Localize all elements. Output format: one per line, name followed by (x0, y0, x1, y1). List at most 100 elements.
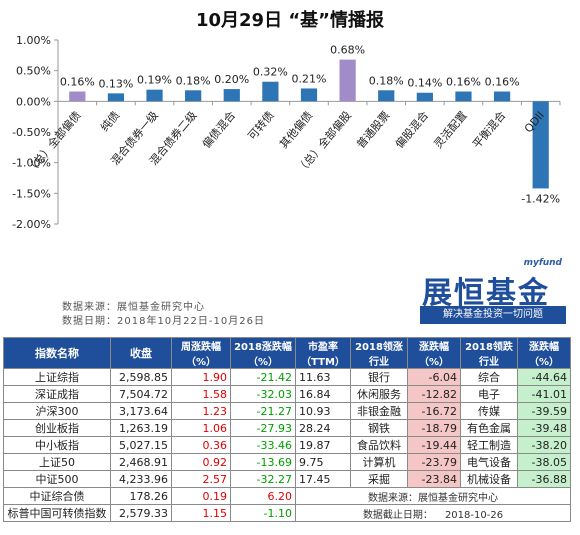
cell-week: 0.36 (171, 436, 231, 454)
cell-ind2: 有色金属 (460, 419, 518, 437)
cell-pe: 11.63 (295, 368, 351, 386)
bar (146, 89, 163, 102)
cell-chg2: -44.64 (517, 368, 571, 386)
data-label: 0.16% (60, 76, 95, 89)
brand-logo: myfund 展恒基金 解决基金投资一切问题 (418, 258, 568, 328)
category-label: 普通股票 (354, 108, 393, 151)
cell-ytd: -32.03 (230, 385, 296, 403)
cell-chg2: -39.59 (517, 402, 571, 420)
header-chg2: 涨跌幅（%） (517, 337, 571, 369)
cell-ind2: 综合 (460, 368, 518, 386)
y-tick-label: -0.50% (12, 126, 51, 139)
header-close: 收盘 (110, 337, 172, 369)
cell-ytd: -13.69 (230, 453, 296, 471)
bar (300, 88, 318, 102)
header-ytd: 2018涨跌幅（%） (230, 337, 296, 369)
cell-close: 7,504.72 (110, 385, 172, 403)
table-row: 标普中国可转债指数 2,579.33 1.15 -1.10 数据截止日期： 2018-10… (3, 504, 571, 522)
cell-ind1: 银行 (350, 368, 408, 386)
bar (185, 90, 202, 102)
cell-chg2: -36.88 (517, 470, 571, 488)
bar (378, 90, 395, 102)
header-name: 指数名称 (3, 337, 111, 369)
cell-pe: 17.45 (295, 470, 351, 488)
cell-chg1: -19.44 (407, 436, 461, 454)
cell-ytd: 6.20 (230, 487, 296, 505)
cell-pe: 19.87 (295, 436, 351, 454)
category-label: （总）全部偏债 (23, 108, 83, 176)
data-label: 0.14% (407, 77, 442, 90)
cell-chg1: -23.79 (407, 453, 461, 471)
cell-ind1: 采掘 (350, 470, 408, 488)
cell-chg2: -38.20 (517, 436, 571, 454)
category-label: 可转债 (245, 108, 277, 142)
chart-area: 10月29日 “基”情播报 1.00% 0.50% 0.00% -0.50% -1.00… (12, 10, 568, 328)
cell-ind2: 电气设备 (460, 453, 518, 471)
data-label: 0.21% (292, 72, 327, 85)
table-row: 创业板指 1,263.19 1.06 -27.93 28.24 钢铁 -18.79 有色金属 -… (3, 419, 571, 437)
bar (223, 89, 240, 102)
cell-close: 4,233.96 (110, 470, 172, 488)
cell-close: 2,598.85 (110, 368, 172, 386)
footer-source-text: 数据来源：展恒基金研究中心 (368, 492, 498, 504)
data-label: 0.16% (485, 76, 520, 89)
footer-date: 数据截止日期： 2018-10-26 (295, 504, 571, 522)
data-label: 0.32% (253, 66, 288, 79)
chart-title: 10月29日 “基”情播报 (195, 10, 385, 31)
cell-ind1: 非银金融 (350, 402, 408, 420)
y-tick-label: -1.50% (12, 187, 51, 200)
data-label: 0.20% (214, 73, 249, 86)
category-label: 纯债 (97, 108, 122, 134)
data-label: 0.68% (330, 44, 365, 57)
cell-chg1: -16.72 (407, 402, 461, 420)
cell-ind1: 食品饮料 (350, 436, 408, 454)
table-row: 上证综指 2,598.85 1.90 -21.42 11.63 银行 -6.04 综合 -44.… (3, 368, 571, 386)
category-label: 平衡混合 (469, 108, 508, 151)
source-note: 数据来源：展恒基金研究中心 (62, 302, 205, 313)
cell-week: 2.57 (171, 470, 231, 488)
y-tick-label: -1.00% (12, 157, 51, 170)
cell-ytd: -1.10 (230, 504, 296, 522)
category-label: 灵活配置 (432, 109, 470, 151)
cell-name: 上证50 (3, 453, 111, 471)
logo-slogan: 解决基金投资一切问题 (420, 306, 566, 324)
bar (262, 81, 279, 102)
cell-name: 标普中国可转债指数 (3, 504, 111, 522)
cell-chg1: -6.04 (407, 368, 461, 386)
cell-ind1: 计算机 (350, 453, 408, 471)
cell-pe: 28.24 (295, 419, 351, 437)
cell-close: 1,263.19 (110, 419, 172, 437)
cell-name: 中证500 (3, 470, 111, 488)
cell-chg1: -18.79 (407, 419, 461, 437)
bar (69, 91, 86, 102)
header-chg1: 涨跌幅（%） (407, 337, 461, 369)
bar (107, 93, 125, 102)
index-table: 指数名称 收盘 周涨跌幅（%） 2018涨跌幅（%） 市盈率（TTM） 2018… (3, 337, 571, 522)
cell-ytd: -21.27 (230, 402, 296, 420)
table-row: 中证综合债 178.26 0.19 6.20 数据来源：展恒基金研究中心 (3, 487, 571, 505)
table-row: 中小板指 5,027.15 0.36 -33.46 19.87 食品饮料 -19.44 轻工制… (3, 436, 571, 454)
category-label: 其他偏债 (276, 108, 315, 151)
header-pe: 市盈率（TTM） (295, 337, 351, 369)
data-label: 0.19% (137, 74, 172, 87)
cell-week: 0.92 (171, 453, 231, 471)
cell-week: 1.15 (171, 504, 231, 522)
cell-ind2: 电子 (460, 385, 518, 403)
data-label: 0.13% (98, 77, 133, 90)
bar (416, 92, 433, 102)
cell-ind1: 休闲服务 (350, 385, 408, 403)
cell-week: 1.90 (171, 368, 231, 386)
cell-week: 0.19 (171, 487, 231, 505)
cell-ind2: 轻工制造 (460, 436, 518, 454)
cell-chg1: -12.82 (407, 385, 461, 403)
cell-ind2: 机械设备 (460, 470, 518, 488)
data-label: 0.18% (369, 74, 404, 87)
category-label: 偏债混合 (199, 108, 238, 151)
header-ind1: 2018领涨行业 (350, 337, 408, 369)
bar (455, 91, 472, 102)
data-label: -1.42% (521, 192, 560, 205)
cell-chg2: -41.01 (517, 385, 571, 403)
cell-week: 1.58 (171, 385, 231, 403)
cell-pe: 9.75 (295, 453, 351, 471)
header-ind2: 2018领跌行业 (460, 337, 518, 369)
